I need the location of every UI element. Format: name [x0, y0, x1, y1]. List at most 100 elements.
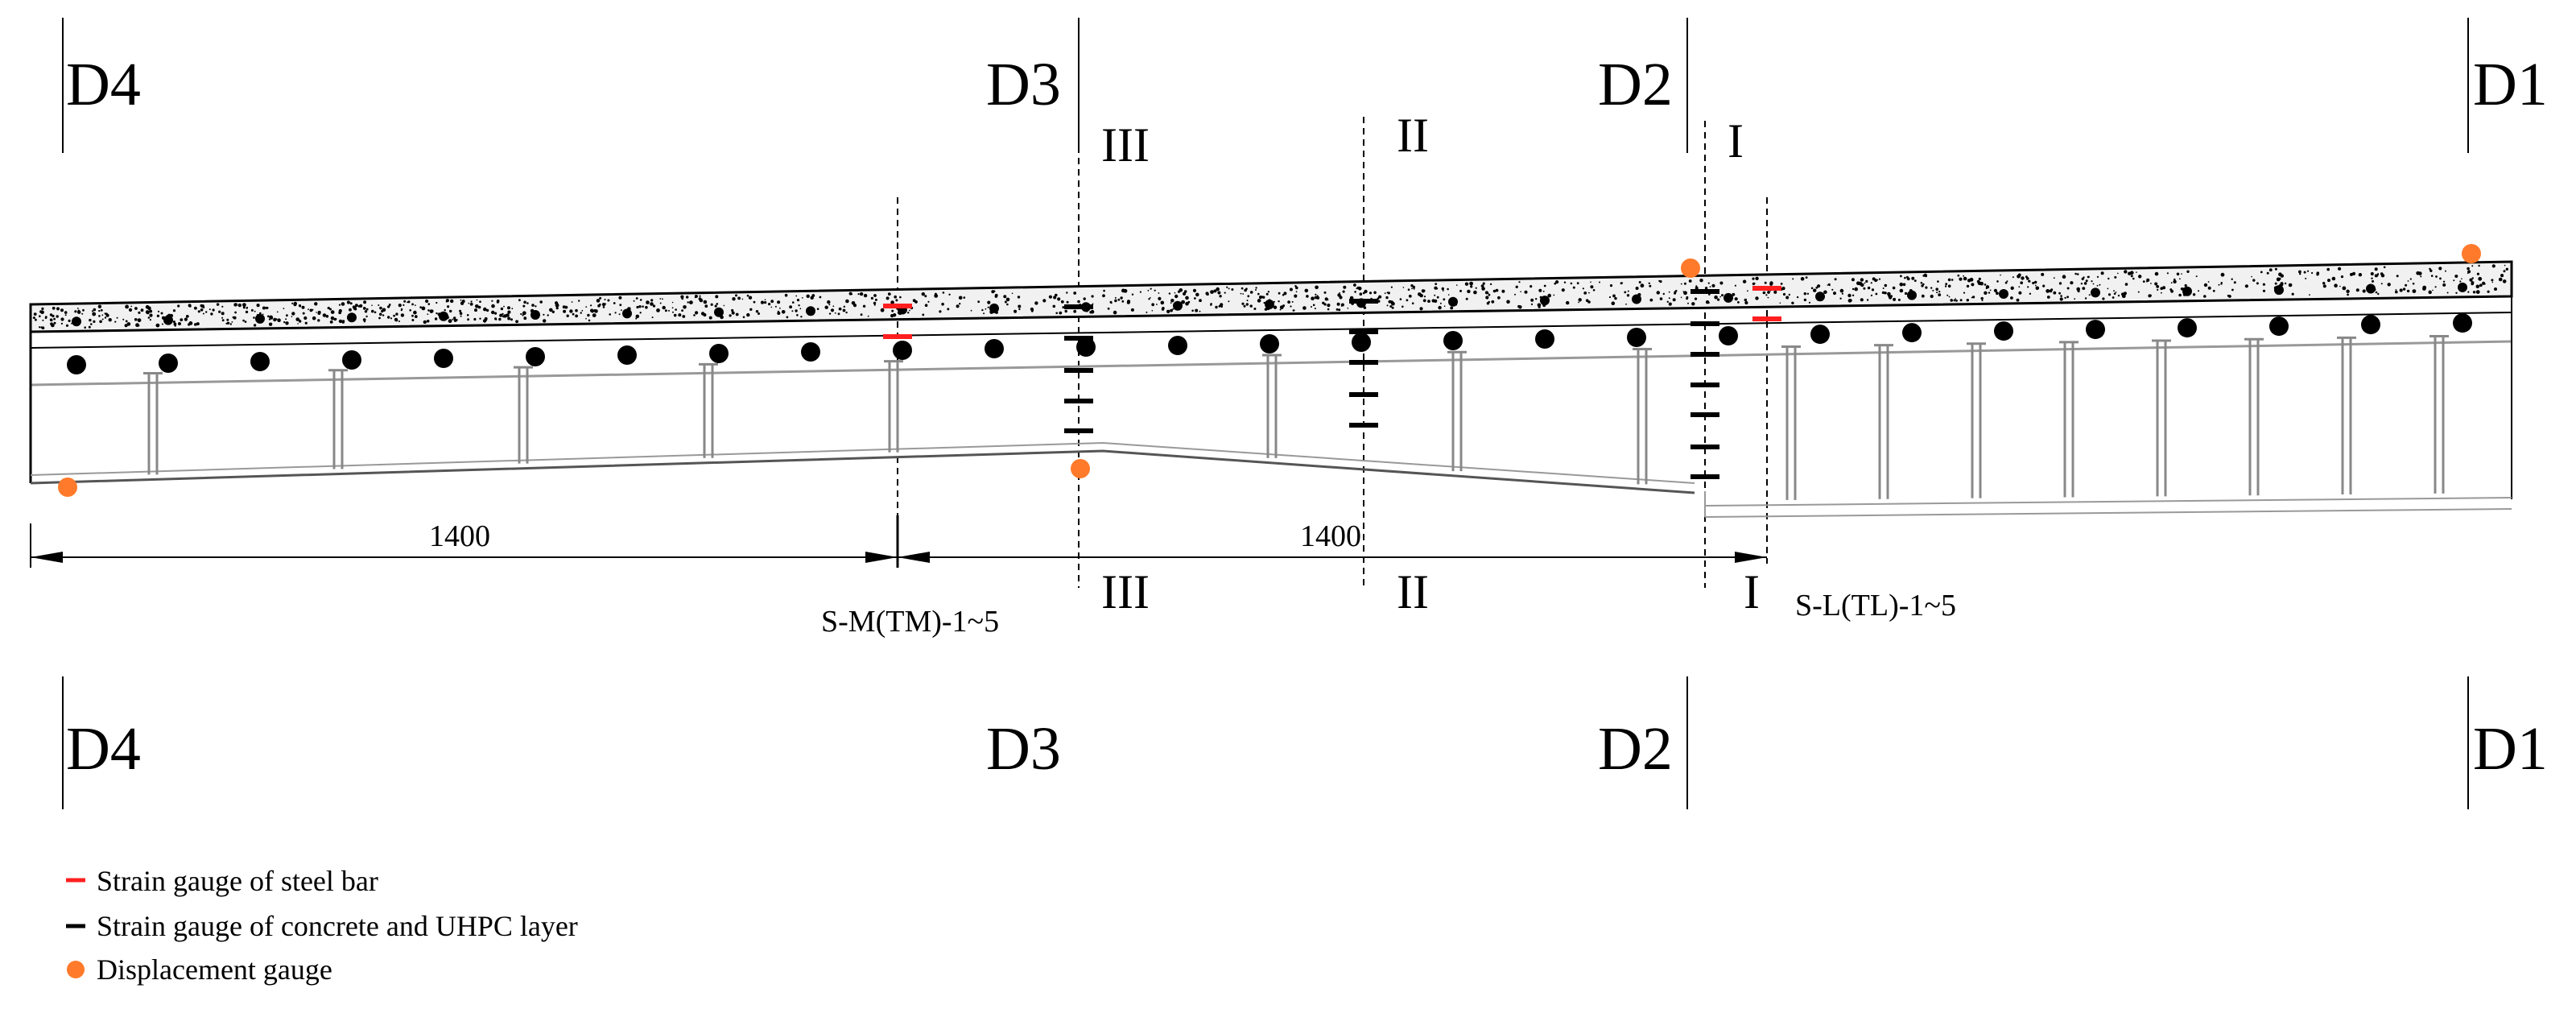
speckle — [426, 320, 430, 323]
speckle — [1030, 307, 1034, 312]
speckle — [2166, 272, 2169, 275]
speckle — [400, 309, 402, 312]
speckle — [484, 318, 488, 321]
speckle — [398, 304, 402, 308]
speckle — [781, 310, 786, 314]
speckle — [125, 320, 128, 323]
speckle — [873, 304, 876, 306]
speckle — [1131, 293, 1134, 296]
speckle — [1902, 283, 1906, 287]
speckle — [2121, 294, 2126, 299]
speckle — [2383, 266, 2386, 269]
speckle — [2081, 277, 2084, 280]
speckle — [1447, 294, 1450, 296]
speckle — [308, 308, 309, 311]
speckle — [1570, 282, 1573, 285]
speckle — [1185, 301, 1189, 306]
speckle — [88, 325, 91, 329]
speckle — [137, 318, 142, 323]
speckle — [1408, 294, 1412, 298]
speckle — [2500, 274, 2504, 278]
speckle — [2479, 283, 2483, 287]
speckle — [1255, 287, 1257, 289]
speckle — [2080, 283, 2083, 285]
speckle — [1913, 279, 1917, 282]
speckle — [184, 317, 188, 321]
speckle — [1588, 292, 1590, 294]
speckle — [1732, 292, 1736, 296]
speckle — [1900, 275, 1902, 278]
speckle — [522, 304, 526, 308]
speckle — [2430, 275, 2434, 277]
speckle — [873, 301, 877, 305]
speckle — [185, 315, 189, 318]
speckle — [652, 304, 656, 308]
speckle — [1279, 305, 1284, 309]
speckle — [188, 323, 191, 326]
small-rebar-dot — [1448, 296, 1458, 307]
speckle — [2231, 288, 2234, 292]
speckle — [1707, 282, 1710, 284]
speckle — [1110, 302, 1113, 304]
speckle — [619, 304, 622, 307]
speckle — [277, 318, 281, 323]
speckle — [1524, 292, 1526, 293]
speckle — [671, 307, 674, 309]
speckle — [729, 314, 732, 317]
speckle — [444, 308, 446, 312]
speckle — [500, 307, 504, 311]
speckle — [1220, 305, 1223, 308]
speckle — [1711, 283, 1715, 287]
speckle — [2471, 277, 2474, 279]
speckle — [572, 312, 575, 316]
speckle — [716, 303, 719, 305]
speckle — [436, 301, 438, 304]
speckle — [1501, 289, 1505, 293]
speckle — [511, 308, 514, 310]
speckle — [1870, 282, 1872, 284]
speckle — [2445, 270, 2446, 272]
speckle — [575, 308, 578, 312]
main-rebar-dot — [1994, 321, 2013, 341]
speckle — [1210, 290, 1214, 294]
speckle — [1993, 288, 1997, 292]
speckle — [1767, 291, 1770, 294]
speckle — [2053, 291, 2057, 295]
speckle — [1006, 303, 1009, 306]
uhpc-top-layer — [29, 260, 2513, 333]
speckle — [1590, 281, 1591, 283]
speckle — [258, 312, 262, 315]
speckle — [1849, 299, 1852, 302]
speckle — [2029, 292, 2032, 295]
speckle — [92, 312, 97, 316]
speckle — [1406, 299, 1409, 302]
speckle — [1314, 308, 1316, 310]
speckle — [39, 315, 41, 318]
speckle — [1117, 298, 1121, 301]
speckle — [221, 305, 224, 308]
speckle — [2260, 271, 2263, 274]
speckle — [409, 309, 412, 312]
speckle — [1219, 295, 1222, 298]
speckle — [1530, 298, 1534, 302]
speckle — [1311, 306, 1312, 308]
speckle — [894, 295, 897, 299]
speckle — [1267, 291, 1270, 293]
speckle — [147, 306, 151, 311]
speckle — [1800, 277, 1805, 281]
speckle — [2299, 273, 2301, 275]
speckle — [395, 312, 398, 316]
speckle — [2074, 272, 2077, 275]
speckle — [1343, 285, 1347, 289]
speckle — [695, 311, 699, 315]
speckle — [1473, 290, 1477, 295]
speckle — [40, 310, 44, 315]
speckle — [363, 300, 367, 304]
speckle — [234, 311, 237, 314]
speckle — [2478, 276, 2483, 281]
shear-stud — [514, 366, 533, 464]
speckle — [2274, 267, 2277, 271]
speckle — [216, 303, 220, 306]
speckle — [703, 312, 707, 317]
speckle — [645, 305, 648, 309]
